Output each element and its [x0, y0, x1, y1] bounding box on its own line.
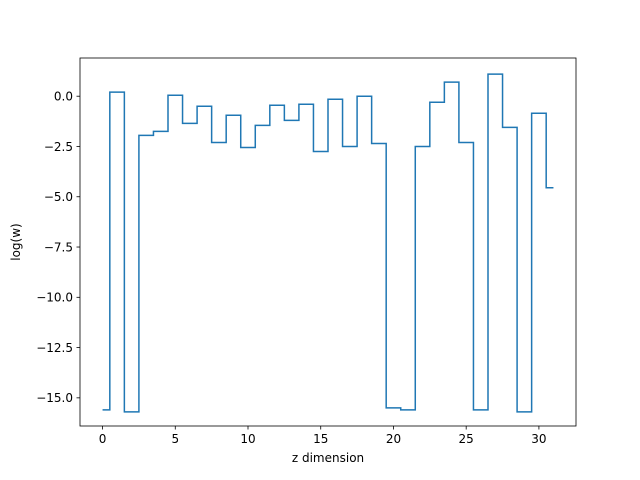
x-axis-label: z dimension: [292, 451, 364, 465]
y-axis-label: log(w): [9, 223, 23, 260]
y-tick-label: −12.5: [36, 341, 73, 355]
axes-frame: [79, 57, 577, 427]
y-tick-label: −5.0: [44, 190, 73, 204]
x-tick-label: 30: [531, 432, 546, 446]
x-tick-label: 0: [99, 432, 107, 446]
x-axis-ticks: 0 5 10 15 20 25 30: [99, 426, 547, 446]
x-tick-label: 20: [386, 432, 401, 446]
plot-layer: [102, 73, 554, 413]
x-tick-label: 5: [171, 432, 179, 446]
y-tick-label: −7.5: [44, 240, 73, 254]
x-tick-label: 15: [313, 432, 328, 446]
x-tick-label: 10: [240, 432, 255, 446]
y-tick-label: −15.0: [36, 391, 73, 405]
x-tick-label: 25: [459, 432, 474, 446]
y-tick-label: 0.0: [54, 90, 73, 104]
y-tick-label: −2.5: [44, 140, 73, 154]
y-tick-label: −10.0: [36, 291, 73, 305]
y-axis-ticks: 0.0 −2.5 −5.0 −7.5 −10.0 −12.5 −15.0: [36, 90, 80, 405]
series-line: [102, 73, 554, 413]
